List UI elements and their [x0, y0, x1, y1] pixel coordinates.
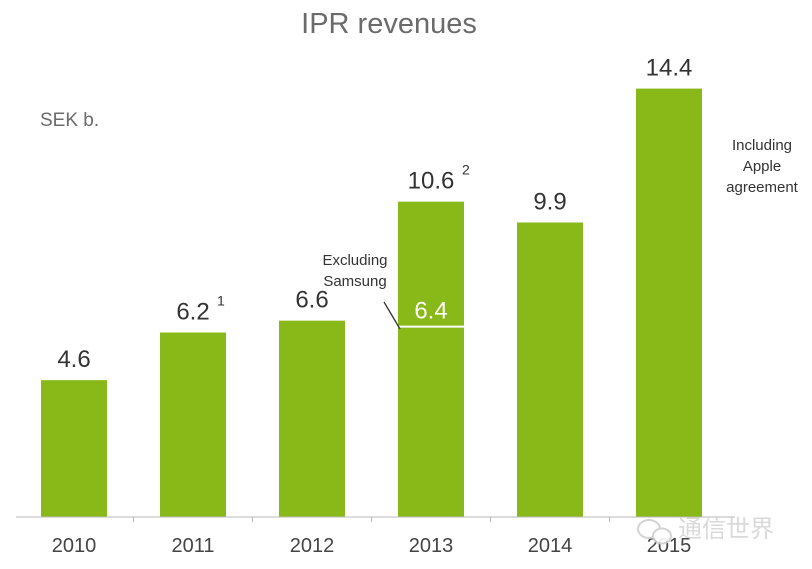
footnote-2011: 1 — [217, 293, 225, 309]
value-label-2015: 14.4 — [646, 55, 693, 82]
bar-2015 — [636, 88, 702, 517]
x-tick-2010: 2010 — [52, 535, 97, 557]
watermark: 通信世界 — [637, 515, 774, 545]
bar-2012 — [279, 320, 345, 517]
x-tick-2011: 2011 — [171, 535, 214, 557]
value-label-2011: 6.2 — [176, 299, 209, 326]
value-label-2010: 4.6 — [57, 346, 90, 373]
x-tick-2013: 2013 — [409, 535, 454, 557]
including-apple-note-line1: Including — [732, 137, 792, 154]
wechat-icon — [637, 519, 672, 545]
including-apple-note-line2: Apple — [743, 158, 781, 175]
watermark-text: 通信世界 — [678, 515, 774, 543]
including-apple-note-line3: agreement — [726, 179, 799, 196]
chart-title: IPR revenues — [301, 8, 477, 40]
bar-2014 — [517, 222, 583, 517]
x-tick-2012: 2012 — [290, 535, 335, 557]
bar-2011 — [160, 332, 226, 517]
excluding-samsung-note-line2: Samsung — [323, 273, 386, 290]
footnote-2013: 2 — [462, 162, 470, 178]
bars-group — [41, 88, 702, 517]
excluding-samsung-leader-line — [383, 301, 401, 330]
x-tick-2014: 2014 — [528, 535, 573, 557]
bar-2010 — [41, 380, 107, 517]
value-labels-group: 4.6 6.2 1 6.6 10.6 2 9.9 14.4 — [57, 55, 692, 374]
value-label-2014: 9.9 — [533, 188, 566, 215]
bar-2013 — [398, 201, 464, 517]
excluding-samsung-note-line1: Excluding — [322, 252, 387, 269]
unit-label: SEK b. — [40, 110, 99, 131]
excluding-samsung-value: 6.4 — [414, 298, 447, 325]
value-label-2012: 6.6 — [295, 287, 328, 314]
value-label-2013: 10.6 — [408, 168, 455, 195]
x-ticks-group: 2010 2011 2012 2013 2014 2015 — [52, 517, 691, 557]
